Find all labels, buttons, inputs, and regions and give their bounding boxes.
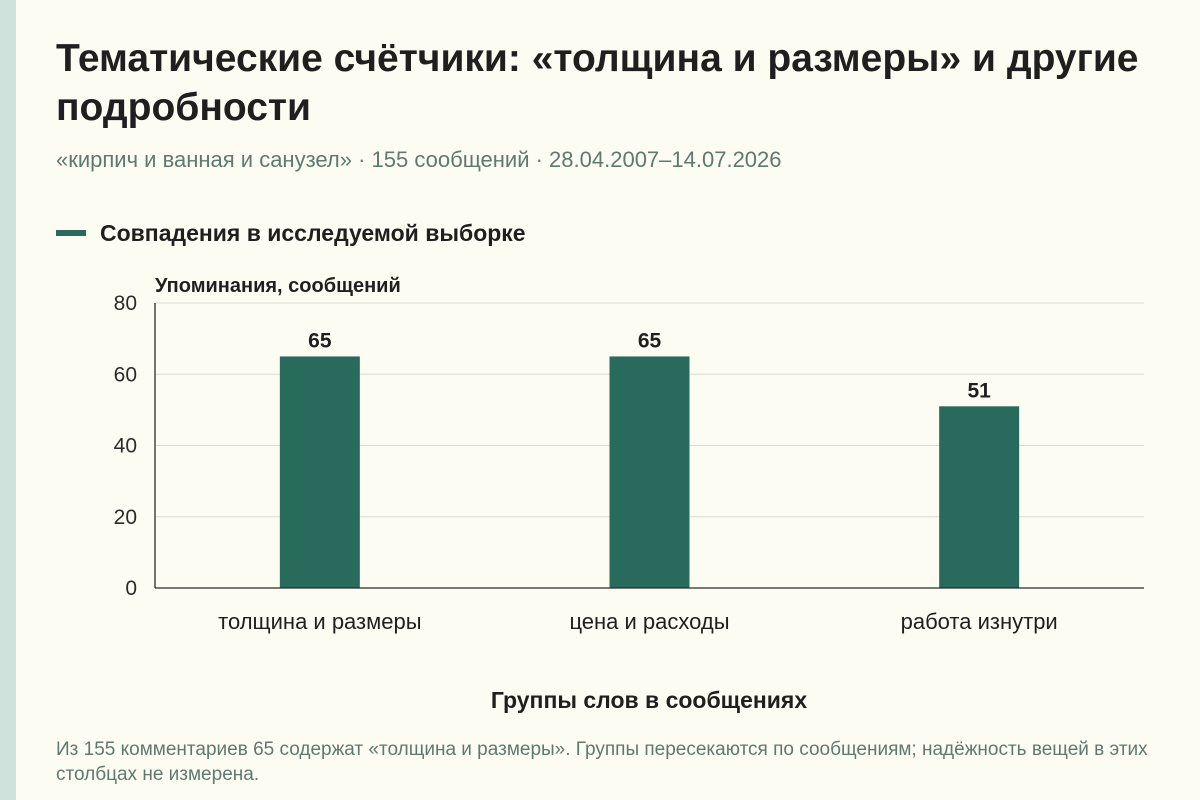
legend-swatch <box>56 230 86 236</box>
y-tick-label: 20 <box>114 506 137 529</box>
y-tick-label: 60 <box>114 363 137 386</box>
y-tick-label: 40 <box>114 435 137 458</box>
y-tick-label: 80 <box>114 292 137 315</box>
bar-data-labels: 65 65 51 <box>308 329 991 402</box>
y-tick-labels: 0 20 40 60 80 <box>114 292 137 600</box>
legend: Совпадения в исследуемой выборке <box>56 218 526 248</box>
bar-chart: 0 20 40 60 80 65 65 51 толщина и размеры цена и… <box>114 275 1144 713</box>
x-tick-label: толщина и размеры <box>218 609 421 634</box>
y-tick-label: 0 <box>125 577 137 600</box>
footnote: Из 155 комментариев 65 содержат «толщина… <box>56 739 1148 785</box>
chart-subtitle: «кирпич и ванная и санузел» · 155 сообще… <box>56 147 782 172</box>
left-accent-strip <box>0 0 16 800</box>
bar <box>939 406 1020 588</box>
x-tick-labels: толщина и размеры цена и расходы работа из… <box>218 609 1058 634</box>
bar <box>279 356 360 588</box>
bar <box>609 356 690 588</box>
x-tick-label: цена и расходы <box>569 609 729 634</box>
bar-data-label: 51 <box>967 379 991 402</box>
x-tick-label: работа изнутри <box>901 609 1058 634</box>
y-axis-title: Упоминания, сообщений <box>155 275 401 297</box>
chart-title: Тематические счётчики: «толщина и размер… <box>56 37 1139 129</box>
legend-label: Совпадения в исследуемой выборке <box>100 219 526 246</box>
bar-data-label: 65 <box>308 329 332 352</box>
x-axis-title: Группы слов в сообщениях <box>491 687 807 713</box>
bar-data-label: 65 <box>638 329 662 352</box>
bars <box>279 356 1020 588</box>
